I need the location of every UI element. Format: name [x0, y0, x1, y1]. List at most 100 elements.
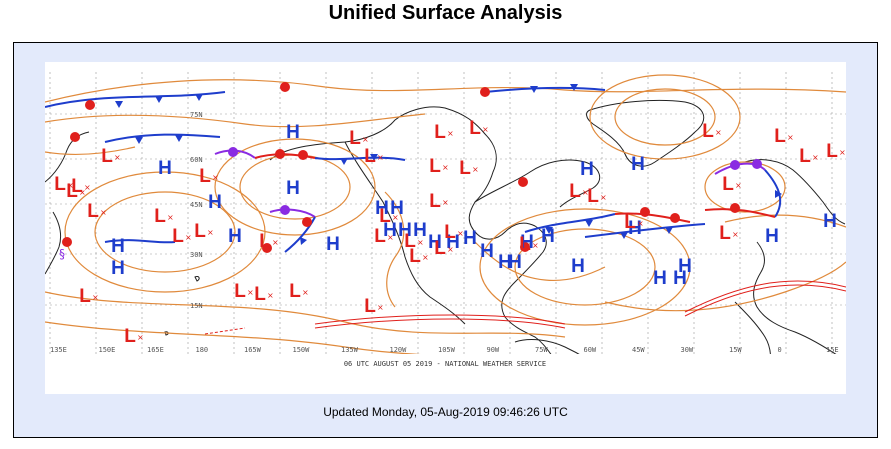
longitude-label: 45W — [632, 346, 645, 354]
high-pressure-marker: H — [508, 252, 522, 273]
low-pressure-marker: L — [429, 191, 441, 212]
page-title: Unified Surface Analysis — [328, 2, 563, 24]
low-pressure-marker: L — [444, 222, 456, 243]
high-pressure-marker: H — [678, 256, 692, 277]
high-pressure-marker: H — [390, 198, 404, 219]
cold-front — [524, 213, 616, 233]
low-pressure-marker: L — [154, 206, 166, 227]
low-pressure-marker: L — [469, 118, 481, 139]
cold-front — [314, 156, 406, 161]
low-pressure-marker: L — [124, 326, 136, 347]
latitude-label: 60N — [190, 156, 203, 164]
low-center-mark: × — [362, 135, 369, 144]
high-pressure-marker: H — [158, 158, 172, 179]
low-pressure-marker: L — [719, 223, 731, 244]
cold-front — [104, 133, 221, 143]
low-pressure-marker: L — [519, 234, 531, 255]
low-center-mark: × — [457, 229, 464, 238]
warm-front — [704, 208, 776, 218]
low-center-mark: × — [392, 213, 399, 222]
high-pressure-marker: H — [498, 252, 512, 273]
svg-text:§: § — [59, 247, 65, 261]
high-pressure-marker: H — [111, 258, 125, 279]
high-pressure-marker: H — [326, 234, 340, 255]
longitude-label: 75W — [535, 346, 548, 354]
fronts — [45, 86, 782, 253]
high-pressure-marker: H — [520, 232, 534, 253]
low-pressure-marker: L — [374, 226, 386, 247]
high-pressure-marker: H — [571, 256, 585, 277]
cold-front — [284, 216, 316, 253]
low-center-mark: × — [377, 153, 384, 162]
high-pressure-marker: H — [428, 232, 442, 253]
low-pressure-marker: L — [87, 201, 99, 222]
longitude-label: 135E — [50, 346, 67, 354]
low-pressure-marker: L — [409, 246, 421, 267]
longitude-label: 150W — [293, 346, 311, 354]
high-pressure-marker: H — [580, 159, 594, 180]
high-pressure-marker: H — [673, 268, 687, 289]
latitude-label: 75N — [190, 111, 203, 119]
low-pressure-marker: L — [234, 281, 246, 302]
low-center-mark: × — [137, 333, 144, 342]
longitude-label: 105W — [438, 346, 456, 354]
low-center-mark: × — [267, 291, 274, 300]
latitude-label: 15N — [190, 302, 203, 310]
tropical-convergence-lines — [204, 280, 846, 335]
low-center-mark: × — [637, 219, 644, 228]
low-center-mark: × — [207, 228, 214, 237]
low-pressure-marker: L — [101, 146, 113, 167]
high-pressure-marker: H — [653, 268, 667, 289]
low-pressure-marker: L — [774, 126, 786, 147]
low-center-mark: × — [302, 288, 309, 297]
low-pressure-marker: L — [71, 176, 83, 197]
cold-front — [104, 239, 176, 244]
low-pressure-marker: L — [54, 174, 66, 195]
low-center-mark: × — [532, 241, 539, 250]
low-center-mark: × — [447, 129, 454, 138]
low-pressure-marker: L — [364, 146, 376, 167]
low-pressure-marker: L — [254, 284, 266, 305]
low-pressure-marker: L — [722, 174, 734, 195]
high-pressure-marker: H — [541, 226, 555, 247]
low-pressure-marker: L — [379, 206, 391, 227]
low-pressure-marker: L — [429, 156, 441, 177]
low-pressure-centers: L ×L ×L ×L ×L ×L ×L × L ×L ×L ×L ×L ×L ×L ×L ×L ×L ×L ×L ×L ×… — [54, 118, 846, 347]
low-center-mark: × — [582, 188, 589, 197]
low-center-mark: × — [787, 133, 794, 142]
low-pressure-marker: L — [434, 122, 446, 143]
high-pressure-marker: H — [765, 226, 779, 247]
occluded-front — [269, 208, 316, 218]
warm-front — [614, 212, 691, 223]
low-center-mark: × — [247, 288, 254, 297]
latitude-labels: 75N 60N 45N 30N 15N — [190, 111, 203, 310]
warm-front — [254, 153, 316, 159]
low-pressure-marker: L — [434, 238, 446, 259]
low-center-mark: × — [442, 198, 449, 207]
surface-analysis-map: § HHHHHHHHHHHHHHHHHHHHHHHHHHHHHHH L×L×L×… — [45, 62, 846, 394]
low-pressure-marker: L — [172, 226, 184, 247]
map-footer-band — [45, 354, 846, 394]
tropical-storm-symbol: § — [59, 247, 65, 261]
low-center-mark: × — [167, 213, 174, 222]
low-center-mark: × — [79, 188, 86, 197]
low-pressure-marker: L — [826, 141, 838, 162]
low-center-mark: × — [600, 193, 607, 202]
longitude-label: 30W — [681, 346, 694, 354]
low-pressure-marker: L — [624, 212, 636, 233]
low-pressure-marker: L — [349, 128, 361, 149]
high-pressure-marker: H — [463, 228, 477, 249]
updated-timestamp: Updated Monday, 05-Aug-2019 09:46:26 UTC — [323, 405, 568, 419]
high-pressure-marker: H — [480, 241, 494, 262]
low-center-mark: × — [482, 125, 489, 134]
low-center-mark: × — [92, 293, 99, 302]
longitude-label: 0 — [778, 346, 782, 354]
low-pressure-marker: L — [79, 286, 91, 307]
latitude-label: 45N — [190, 201, 203, 209]
low-center-mark: × — [100, 208, 107, 217]
high-pressure-marker: H — [628, 218, 642, 239]
low-center-mark: × — [84, 183, 91, 192]
low-center-mark: × — [387, 233, 394, 242]
low-center-mark: × — [377, 303, 384, 312]
isobars — [45, 74, 846, 363]
